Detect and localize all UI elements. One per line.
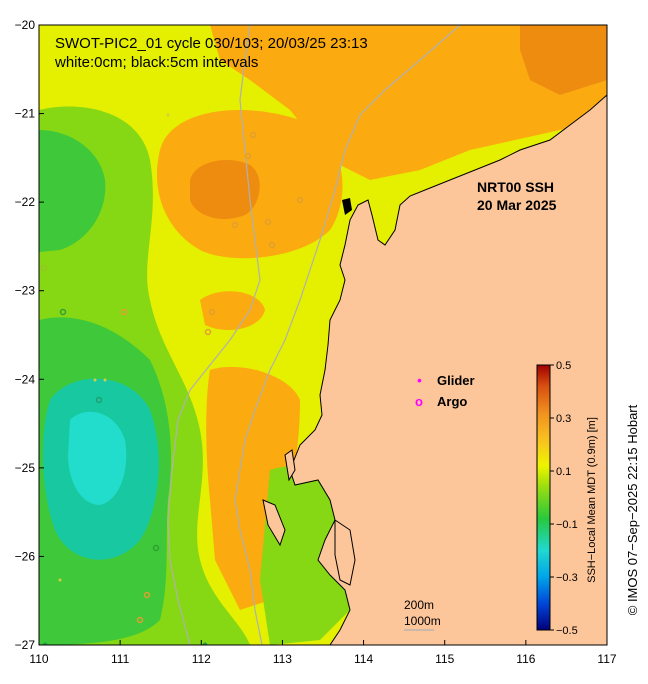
colorbar-tick-label: −0.1 bbox=[556, 519, 578, 531]
map-plot-area bbox=[39, 25, 607, 645]
y-axis: −20 −21 −22 −23 −24 −25 −26 −27 bbox=[15, 18, 44, 652]
colorbar-tick-label: −0.5 bbox=[556, 625, 578, 637]
x-tick-label: 111 bbox=[111, 652, 130, 666]
island bbox=[262, 499, 286, 547]
x-tick-label: 116 bbox=[516, 652, 535, 666]
land-peninsula bbox=[334, 519, 356, 586]
y-tick-label: −26 bbox=[15, 549, 36, 563]
x-tick-label: 110 bbox=[29, 652, 48, 666]
y-tick-label: −20 bbox=[15, 18, 36, 32]
product-date: 20 Mar 2025 bbox=[477, 197, 557, 213]
x-tick-label: 117 bbox=[597, 652, 616, 666]
credit-text: © IMOS 07−Sep−2025 22:15 Hobart bbox=[625, 404, 640, 615]
y-tick-label: −23 bbox=[15, 284, 36, 298]
map-subtitle: white:0cm; black:5cm intervals bbox=[54, 54, 258, 71]
glider-markers bbox=[42, 113, 208, 645]
map-title: SWOT-PIC2_01 cycle 030/103; 20/03/25 23:… bbox=[55, 35, 368, 52]
ssh-eddy-low-core bbox=[68, 411, 127, 505]
x-tick-label: 115 bbox=[435, 652, 454, 666]
island bbox=[342, 198, 352, 215]
ssh-low-northwest bbox=[39, 130, 106, 252]
x-axis: 110 111 112 113 114 115 116 117 bbox=[29, 640, 617, 666]
island bbox=[284, 449, 296, 482]
isobath-200-label: 200m bbox=[404, 598, 434, 612]
colorbar-tick-label: 0.5 bbox=[556, 360, 571, 372]
y-tick-label: −25 bbox=[15, 461, 36, 475]
glider-legend-label: Glider bbox=[437, 373, 475, 388]
argo-markers bbox=[40, 131, 304, 624]
marker-legend: • Glider o Argo bbox=[415, 372, 475, 409]
ssh-eddy-core bbox=[190, 160, 260, 220]
plot-frame bbox=[38, 24, 608, 646]
colorbar-gradient bbox=[536, 364, 551, 631]
product-name: NRT00 SSH bbox=[477, 179, 554, 195]
y-tick-label: −22 bbox=[15, 195, 36, 209]
colorbar: 0.5 0.3 0.1 −0.1 −0.3 −0.5 SSH−Local Mean MDT… bbox=[536, 360, 598, 637]
isobath-1000-label: 1000m bbox=[404, 614, 441, 628]
x-tick-label: 114 bbox=[354, 652, 373, 666]
isobath-1000m bbox=[167, 25, 261, 645]
x-tick-label: 112 bbox=[192, 652, 211, 666]
ssh-high-northeast-inner bbox=[520, 25, 607, 95]
y-tick-label: −21 bbox=[15, 107, 36, 121]
colorbar-tick-label: 0.1 bbox=[556, 466, 571, 478]
isobath-200m bbox=[234, 25, 461, 645]
land-australia bbox=[289, 94, 607, 645]
y-tick-label: −24 bbox=[15, 372, 36, 386]
colorbar-title: SSH−Local Mean MDT (0.9m) [m] bbox=[586, 417, 598, 583]
y-tick-label: −27 bbox=[15, 638, 36, 652]
colorbar-ticks: 0.5 0.3 0.1 −0.1 −0.3 −0.5 bbox=[550, 360, 578, 637]
colorbar-tick-label: −0.3 bbox=[556, 572, 578, 584]
ssh-high-small bbox=[200, 291, 265, 330]
argo-legend-icon: o bbox=[415, 394, 423, 409]
colorbar-tick-label: 0.3 bbox=[556, 413, 571, 425]
x-tick-label: 113 bbox=[273, 652, 292, 666]
isobath-key: 200m 1000m bbox=[404, 598, 441, 631]
argo-legend-label: Argo bbox=[437, 394, 467, 409]
ssh-high-northeast bbox=[210, 25, 607, 180]
glider-legend-icon: • bbox=[417, 372, 422, 388]
